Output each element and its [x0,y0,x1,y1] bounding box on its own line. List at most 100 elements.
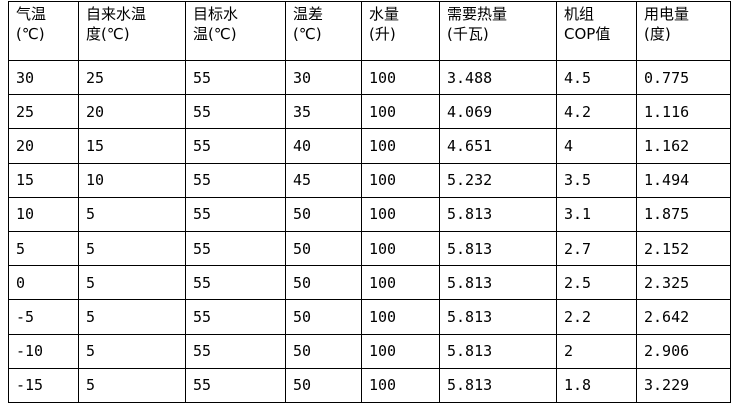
header-line: COP值 [564,25,611,43]
header-line: (℃) [293,25,322,43]
table-cell: -15 [8,367,79,403]
table-cell: 55 [185,265,286,301]
table-row: 15 10 55 45 100 5.232 3.5 1.494 [8,162,731,198]
table-row: -5 5 55 50 100 5.813 2.2 2.642 [8,299,731,335]
table-cell: 1.494 [636,162,731,198]
table-cell: 55 [185,59,286,96]
table-cell: 50 [285,196,362,232]
table-cell: 2.152 [636,230,731,267]
table-cell: 1.162 [636,128,731,164]
header-line: (千瓦) [447,25,489,43]
table-cell: 2 [556,333,637,369]
table-cell: 5 [78,367,186,403]
header-line: (升) [369,25,396,43]
column-header: 机组 COP值 [556,1,637,61]
table-cell: 5 [8,230,79,267]
table-cell: 4.5 [556,59,637,96]
table-cell: 100 [361,128,440,164]
header-line: 水量 [369,5,400,23]
table-cell: 2.5 [556,265,637,301]
table-cell: 5 [78,196,186,232]
table-cell: 5 [78,299,186,335]
table-row: 0 5 55 50 100 5.813 2.5 2.325 [8,265,731,301]
table-cell: 100 [361,333,440,369]
table-cell: 100 [361,94,440,130]
table-cell: 3.5 [556,162,637,198]
table-cell: 5 [78,265,186,301]
table-cell: 4.651 [439,128,557,164]
table-cell: 1.875 [636,196,731,232]
column-header: 气温 (℃) [8,1,79,61]
table-cell: 0 [8,265,79,301]
table-cell: 100 [361,265,440,301]
table-cell: 40 [285,128,362,164]
table-cell: 50 [285,333,362,369]
table-cell: 2.2 [556,299,637,335]
table-cell: 100 [361,196,440,232]
table-row: 5 5 55 50 100 5.813 2.7 2.152 [8,230,731,267]
table-cell: 30 [285,59,362,96]
header-line: 自来水温 [86,5,147,23]
header-line: 温(℃) [193,25,237,43]
table-cell: 55 [185,299,286,335]
table-cell: 50 [285,367,362,403]
table-cell: 100 [361,367,440,403]
table-cell: 5.813 [439,230,557,267]
header-line: (度) [644,25,671,43]
table-row: -10 5 55 50 100 5.813 2 2.906 [8,333,731,369]
table-cell: 20 [8,128,79,164]
table-cell: 5.813 [439,367,557,403]
table-cell: 55 [185,128,286,164]
table-cell: 1.116 [636,94,731,130]
table-cell: 2.325 [636,265,731,301]
header-row: 气温 (℃) 自来水温 度(℃) 目标水 温(℃) 温差 (℃) 水量 (升) 需要热量 (千瓦) 机组… [8,1,731,61]
column-header: 目标水温(℃) [185,1,286,61]
table-cell: 5.813 [439,265,557,301]
header-line: 温差 [293,5,324,23]
table-cell: 2.906 [636,333,731,369]
table-cell: 25 [8,94,79,130]
table-cell: 4 [556,128,637,164]
table-cell: 3.229 [636,367,731,403]
column-header: 需要热量 (千瓦) [439,1,557,61]
table-cell: 2.7 [556,230,637,267]
column-header: 用电量 (度) [636,1,731,61]
table-cell: 100 [361,59,440,96]
table-cell: 20 [78,94,186,130]
table-row: 20 15 55 40 100 4.651 4 1.162 [8,128,731,164]
column-header: 自来水温度(℃) [78,1,186,61]
table-cell: 10 [8,196,79,232]
column-header: 水量 (升) [361,1,440,61]
table-row: 25 20 55 35 100 4.069 4.2 1.116 [8,94,731,130]
table-cell: 55 [185,333,286,369]
table-cell: 100 [361,299,440,335]
header-line: 度(℃) [86,25,130,43]
header-line: 用电量 [644,5,690,23]
table-cell: 55 [185,196,286,232]
header-line: 目标水 [193,5,239,23]
table-cell: 4.069 [439,94,557,130]
table-cell: -5 [8,299,79,335]
table-cell: 2.642 [636,299,731,335]
table-cell: 1.8 [556,367,637,403]
table-row: 10 5 55 50 100 5.813 3.1 1.875 [8,196,731,232]
table-cell: 55 [185,162,286,198]
table-cell: 5.813 [439,196,557,232]
table-cell: 50 [285,299,362,335]
header-line: 需要热量 [447,5,508,23]
table-cell: 5.232 [439,162,557,198]
table-cell: 45 [285,162,362,198]
table-cell: 3.488 [439,59,557,96]
table-cell: 4.2 [556,94,637,130]
column-header: 温差 (℃) [285,1,362,61]
header-line: 气温 [16,5,47,23]
table-cell: 15 [8,162,79,198]
data-table: 气温 (℃) 自来水温 度(℃) 目标水 温(℃) 温差 (℃) 水量 (升) 需要热量 (千瓦) 机组… [8,1,731,403]
header-line: (℃) [16,25,45,43]
header-line: 机组 [564,5,595,23]
table-cell: 55 [185,94,286,130]
table-cell: 15 [78,128,186,164]
table-cell: 50 [285,265,362,301]
table-cell: -10 [8,333,79,369]
table-cell: 25 [78,59,186,96]
